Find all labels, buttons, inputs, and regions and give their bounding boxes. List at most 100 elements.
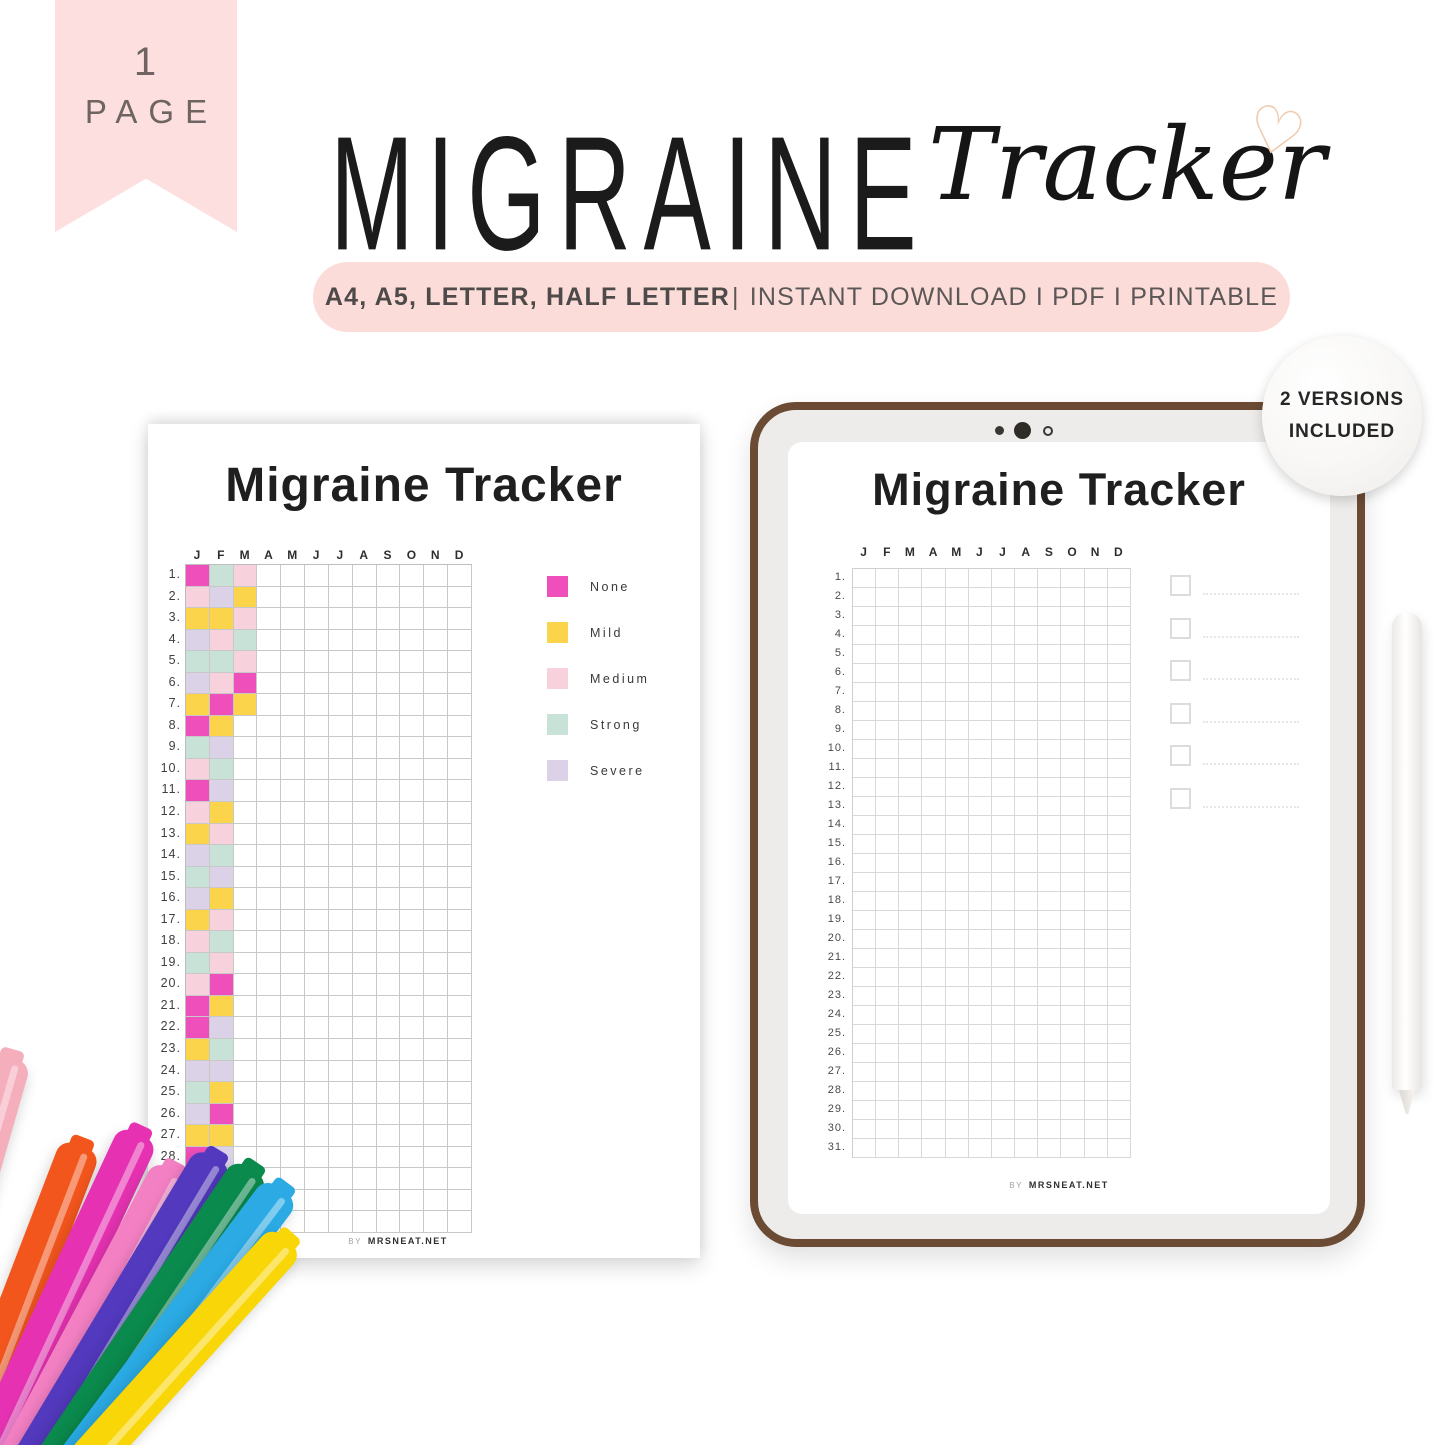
grid-cell — [945, 607, 969, 626]
grid-cell-mild — [186, 823, 210, 846]
grid-cell — [257, 586, 282, 609]
grid-cell — [853, 873, 877, 892]
grid-cell — [400, 866, 425, 889]
grid-cell — [257, 715, 282, 738]
grid-cell — [400, 1103, 425, 1126]
grid-cell — [448, 909, 472, 932]
grid-cell — [853, 664, 877, 683]
grid-cell — [945, 930, 969, 949]
grid-cell — [945, 873, 969, 892]
day-label: 22. — [827, 970, 846, 982]
day-label: 20. — [827, 932, 846, 944]
grid-cell — [352, 952, 377, 975]
grid-cell — [376, 780, 401, 803]
grid-cell — [1107, 873, 1131, 892]
grid-cell — [376, 1168, 401, 1190]
grid-cell — [1084, 1139, 1108, 1158]
grid-cell — [853, 1082, 877, 1101]
checkbox-line — [1203, 635, 1299, 638]
grid-cell — [328, 909, 353, 932]
grid-cell — [352, 1103, 377, 1126]
grid-cell — [376, 1146, 401, 1169]
day-label: 13. — [827, 799, 846, 811]
grid-cell — [1107, 1006, 1131, 1025]
grid-cell — [1061, 588, 1085, 607]
grid-cell — [257, 995, 282, 1018]
day-label: 29. — [160, 1170, 181, 1185]
grid-cell — [922, 892, 946, 911]
day-label: 5. — [168, 653, 181, 668]
grid-cell — [305, 586, 329, 609]
grid-cell — [899, 702, 923, 721]
grid-cell-strong — [186, 1168, 210, 1190]
month-label: D — [1113, 545, 1123, 559]
grid-cell — [876, 1139, 900, 1158]
day-label: 10. — [160, 760, 181, 775]
grid-cell — [899, 588, 923, 607]
felt-pen-orange — [0, 1138, 101, 1445]
grid-cell — [853, 949, 877, 968]
grid-cell — [991, 854, 1016, 873]
grid-cell — [1038, 873, 1062, 892]
grid-cell — [1084, 987, 1108, 1006]
grid-cell — [328, 565, 353, 587]
grid-cell — [991, 759, 1016, 778]
grid-cell — [257, 1125, 282, 1147]
grid-cell — [1061, 911, 1085, 930]
grid-cell-mild — [186, 1039, 210, 1061]
grid-cell — [281, 672, 306, 695]
grid-cell — [968, 1025, 992, 1044]
grid-cell — [1061, 1063, 1085, 1082]
grid-cell — [1038, 759, 1062, 778]
stylus — [1392, 612, 1422, 1114]
grid-cell — [1015, 607, 1039, 626]
grid-cell — [876, 892, 900, 911]
grid-cell — [1038, 835, 1062, 854]
grid-cell — [991, 683, 1016, 702]
grid-cell — [1038, 1044, 1062, 1063]
footer-by-label: BY — [348, 1237, 362, 1246]
grid-cell — [305, 780, 329, 803]
grid-cell — [281, 1039, 306, 1061]
grid-cell — [1038, 949, 1062, 968]
grid-cell — [376, 1017, 401, 1040]
day-label: 3. — [168, 610, 181, 625]
grid-cell — [281, 952, 306, 975]
grid-cell — [257, 974, 282, 996]
grid-cell — [1107, 854, 1131, 873]
grid-cell — [257, 737, 282, 759]
grid-cell — [448, 651, 472, 673]
grid-cell — [968, 588, 992, 607]
grid-cell — [328, 715, 353, 738]
footer-site-label: MRSNEAT.NET — [367, 1236, 448, 1246]
month-label: J — [193, 548, 201, 562]
month-label: A — [1021, 545, 1030, 559]
grid-cell — [352, 672, 377, 695]
grid-cell — [233, 1082, 258, 1104]
grid-cell — [352, 802, 377, 824]
grid-cell — [305, 823, 329, 846]
grid-cell — [233, 1146, 258, 1169]
grid-cell — [1038, 645, 1062, 664]
grid-cell — [1015, 854, 1039, 873]
grid-cell — [376, 995, 401, 1018]
grid-cell — [448, 995, 472, 1018]
checkbox — [1170, 745, 1191, 767]
day-label: 26. — [827, 1046, 846, 1058]
grid-cell — [945, 1025, 969, 1044]
grid-cell — [424, 931, 449, 953]
grid-cell — [991, 1101, 1016, 1120]
legend-swatch — [547, 668, 568, 689]
grid-cell — [853, 1101, 877, 1120]
grid-cell — [1015, 1006, 1039, 1025]
grid-cell — [991, 873, 1016, 892]
month-label: J — [336, 548, 344, 562]
grid-cell — [305, 1189, 329, 1212]
grid-cell — [1084, 1120, 1108, 1139]
grid-cell — [1084, 816, 1108, 835]
day-label: 24. — [160, 1062, 181, 1077]
grid-cell — [1038, 1101, 1062, 1120]
grid-cell — [991, 987, 1016, 1006]
